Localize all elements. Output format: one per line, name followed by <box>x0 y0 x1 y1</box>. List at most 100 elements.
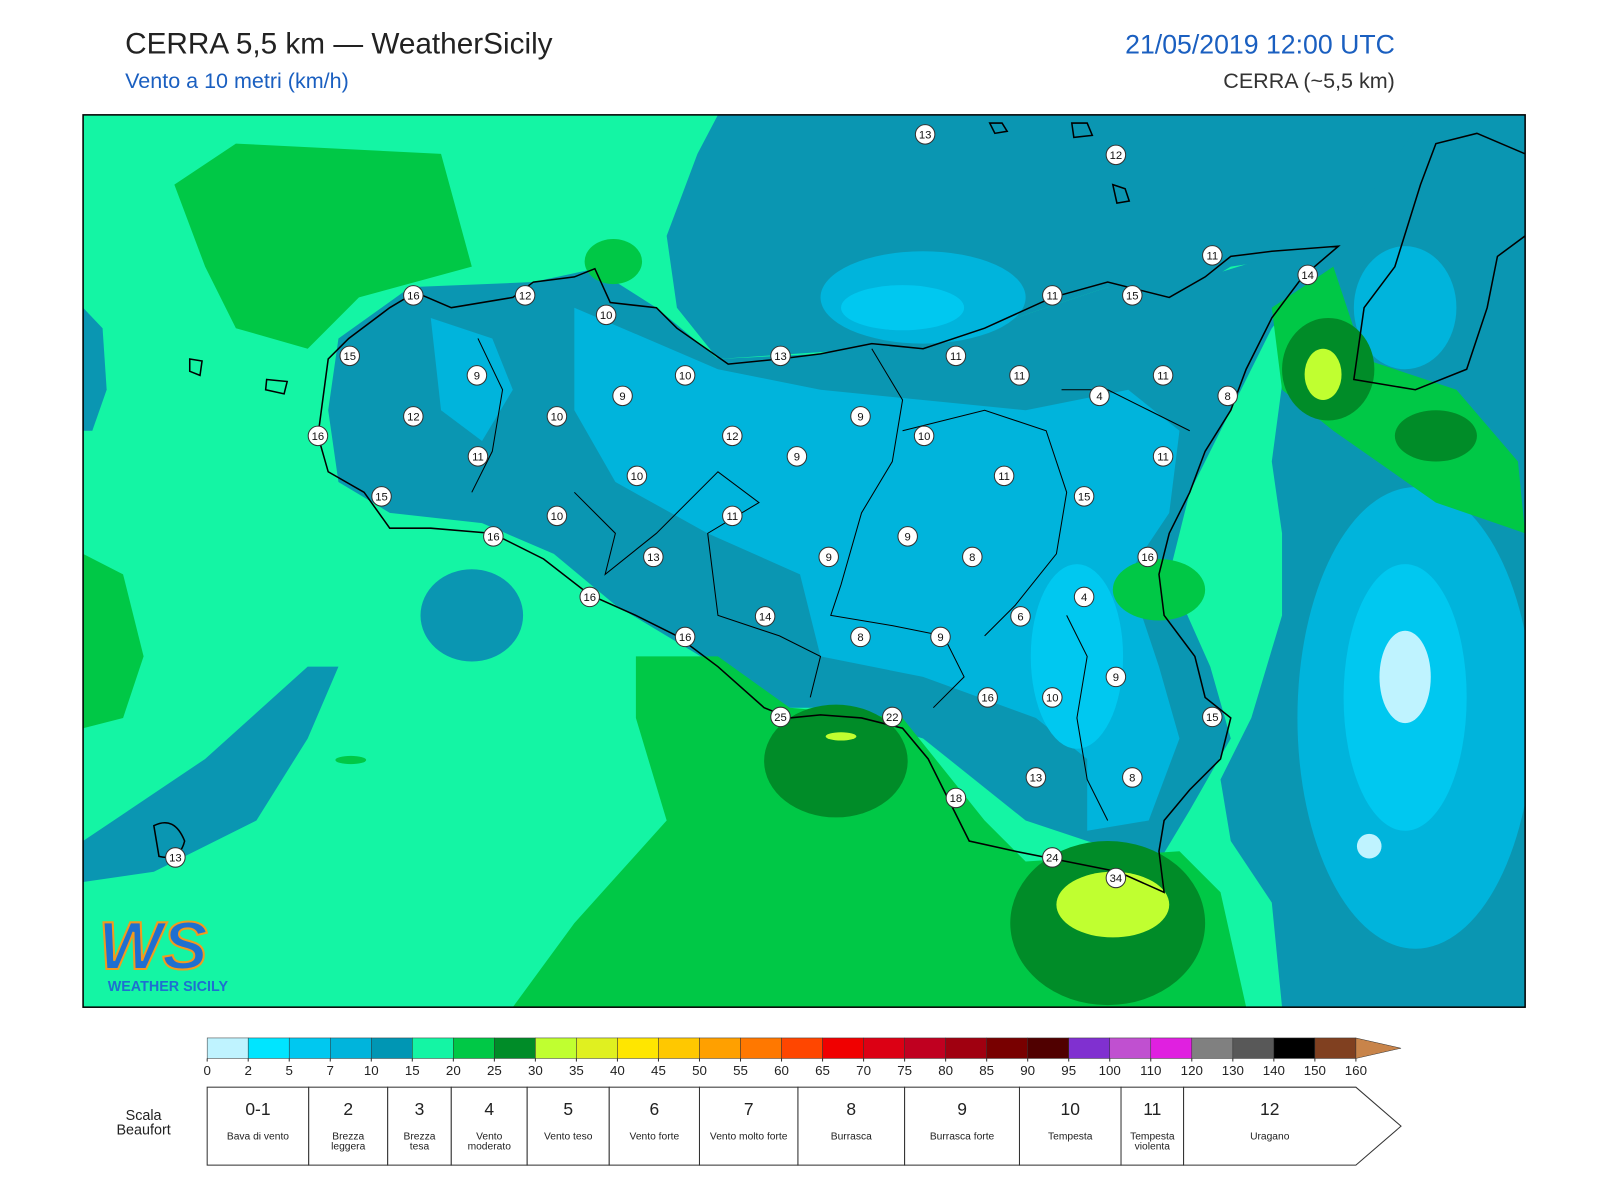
station-value: 11 <box>726 511 738 523</box>
beaufort-name: Burrasca <box>830 1132 872 1143</box>
color-box <box>288 1037 331 1059</box>
beaufort-cell <box>308 1086 389 1166</box>
colorbar-tick-label: 120 <box>1181 1063 1203 1078</box>
color-box <box>329 1037 372 1059</box>
station-value: 11 <box>472 452 484 464</box>
station-marker <box>850 626 871 648</box>
beaufort-name: Bava di vento <box>226 1132 290 1143</box>
color-box <box>494 1037 536 1059</box>
color-box <box>740 1037 782 1059</box>
field-0-2 <box>1356 630 1431 859</box>
colorbar-tick-label: 55 <box>733 1063 748 1078</box>
color-box <box>781 1037 823 1059</box>
beaufort-name: Tempesta <box>1048 1132 1093 1143</box>
beaufort-cell <box>1120 1086 1185 1166</box>
beaufort-cell <box>387 1086 452 1166</box>
color-box <box>986 1037 1028 1059</box>
beaufort-name-box: Brezza leggera <box>331 1132 366 1153</box>
beaufort-force: 6 <box>650 1099 660 1119</box>
station-marker <box>371 486 392 507</box>
station-value: 25 <box>774 712 787 724</box>
station-marker <box>1152 365 1174 386</box>
station-marker <box>914 124 936 145</box>
station-marker <box>1105 867 1127 889</box>
station-marker <box>754 606 776 627</box>
station-marker <box>818 546 839 568</box>
colorbar-tick-label: 15 <box>405 1063 420 1078</box>
station-value: 12 <box>407 412 420 424</box>
station-marker <box>945 345 967 367</box>
colorbar-tick-label: 7 <box>327 1063 334 1078</box>
station-value: 10 <box>551 511 564 523</box>
station-marker <box>1009 365 1030 386</box>
station-value: 15 <box>1126 290 1139 302</box>
colorbar-tick-label: 60 <box>774 1063 789 1078</box>
station-marker <box>1202 706 1223 728</box>
station-value: 16 <box>981 693 994 705</box>
beaufort-label-box: Scala Beaufort <box>116 1107 171 1138</box>
beaufort-force: 5 <box>563 1099 573 1119</box>
station-marker <box>165 847 186 868</box>
color-box <box>247 1037 290 1059</box>
beaufort-cell <box>608 1086 700 1166</box>
station-marker <box>339 345 360 367</box>
station-value: 9 <box>905 532 911 544</box>
color-box <box>822 1037 864 1059</box>
color-box <box>617 1037 659 1059</box>
station-value: 9 <box>937 632 943 644</box>
beaufort-name-box: Tempesta violenta <box>1130 1132 1174 1152</box>
colorbar-tick-label: 100 <box>1099 1063 1121 1078</box>
beaufort-name: Burrasca forte <box>929 1132 995 1143</box>
beaufort-force: 2 <box>343 1099 353 1119</box>
colorbar-tick-label: 70 <box>856 1063 871 1078</box>
colorbar-tick-label: 40 <box>610 1063 625 1078</box>
station-value: 15 <box>1078 492 1091 504</box>
station-marker <box>1073 586 1095 608</box>
colorbar-tick-label: 5 <box>286 1063 293 1078</box>
station-value: 22 <box>886 712 899 724</box>
colorbar: 0 2 5 7 10 15 20 25 30 35 40 45 50 55 60 65 70 75 80 85 90 95… <box>203 1037 1402 1078</box>
logo-letters: WS <box>98 909 207 984</box>
beaufort-name-box: Vento teso <box>544 1132 592 1142</box>
beaufort-name-box: Brezza tesa <box>404 1132 436 1152</box>
station-marker <box>770 345 791 367</box>
station-marker <box>1105 666 1127 688</box>
beaufort-force: 3 <box>415 1099 425 1119</box>
station-value: 15 <box>375 492 388 504</box>
station-marker <box>1089 385 1110 407</box>
station-marker <box>913 425 935 447</box>
station-marker <box>722 505 743 527</box>
station-value: 6 <box>1017 612 1023 624</box>
beaufort-name: Brezza leggera <box>331 1132 366 1153</box>
beaufort-name-box: Tempesta <box>1048 1132 1093 1143</box>
station-marker <box>466 365 488 386</box>
colorbar-tick-label: 0 <box>203 1063 210 1078</box>
colorbar-tick-label: 30 <box>528 1063 543 1078</box>
color-box <box>945 1037 987 1059</box>
beaufort-cell <box>1183 1086 1402 1166</box>
station-value: 16 <box>312 431 325 443</box>
station-marker <box>1042 285 1063 306</box>
station-marker <box>897 526 918 547</box>
beaufort-label: Scala Beaufort <box>116 1107 171 1138</box>
colorbar-tick-label: 65 <box>815 1063 830 1078</box>
station-value: 8 <box>1225 391 1231 403</box>
station-value: 12 <box>1110 150 1123 162</box>
station-marker <box>595 304 617 326</box>
station-marker <box>467 446 489 467</box>
station-marker <box>945 787 967 809</box>
beaufort-cell <box>526 1086 610 1166</box>
color-box <box>1191 1037 1234 1059</box>
station-marker <box>1042 847 1063 868</box>
station-value: 9 <box>794 452 800 464</box>
station-value: 11 <box>950 351 962 363</box>
station-value: 8 <box>857 632 863 644</box>
station-value: 10 <box>551 412 564 424</box>
station-marker <box>722 425 743 447</box>
station-marker <box>770 706 791 728</box>
station-value: 24 <box>1046 853 1059 865</box>
station-marker <box>514 285 536 306</box>
station-marker <box>546 505 568 527</box>
stations: 13 12 11 14 11 15 16 12 10 15 13 11 11 11 9 10 9 4 8 12 10 9 1… <box>165 124 1318 889</box>
station-marker <box>307 425 329 447</box>
